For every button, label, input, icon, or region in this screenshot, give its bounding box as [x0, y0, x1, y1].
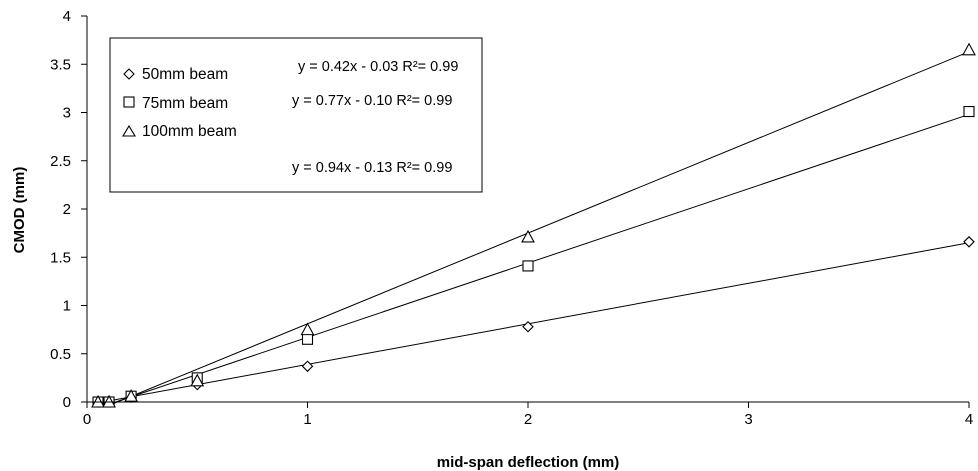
legend-square-marker — [123, 96, 135, 108]
legend-label-75mm: 75mm beam — [142, 95, 228, 112]
point-triangle — [962, 42, 976, 56]
point-square — [301, 333, 314, 345]
legend-label-50mm: 50mm beam — [142, 66, 228, 83]
y-tick-label: 1 — [63, 298, 71, 315]
legend-diamond-marker — [123, 68, 135, 80]
legend-box — [109, 37, 483, 193]
x-tick-label: 4 — [965, 411, 973, 428]
point-diamond — [301, 360, 314, 373]
x-tick-label: 1 — [303, 411, 311, 428]
legend-entry-75mm: 75mm beam y = 0.77x - 0.10 R²= 0.99 — [123, 93, 452, 112]
trendline-square — [108, 113, 970, 405]
trendlines — [108, 51, 970, 406]
point-square — [963, 105, 975, 118]
legend-equation-100mm: y = 0.94x - 0.13 R²= 0.99 — [292, 160, 452, 176]
x-tick-label: 2 — [524, 411, 532, 428]
y-tick-label: 0 — [63, 394, 71, 411]
y-tick-label: 1.5 — [50, 249, 71, 266]
point-diamond — [963, 236, 975, 248]
legend-entry-50mm: 50mm beam y = 0.42x - 0.03 R²= 0.99 — [123, 59, 458, 83]
y-axis-title: CMOD (mm) — [11, 167, 28, 254]
y-tick-label: 0.5 — [50, 346, 71, 363]
point-triangle — [300, 322, 315, 336]
y-tick-label: 2 — [63, 201, 71, 218]
legend-triangle-marker — [122, 124, 136, 137]
point-square — [522, 260, 534, 272]
x-tick-label: 0 — [83, 411, 91, 428]
legend-equation-50mm: y = 0.42x - 0.03 R²= 0.99 — [298, 59, 458, 75]
trendline-diamond — [108, 242, 970, 402]
x-axis-title: mid-span deflection (mm) — [437, 454, 620, 471]
y-tick-label: 3 — [63, 105, 71, 122]
legend-label-100mm: 100mm beam — [142, 123, 237, 140]
axes: 0 1 2 3 4 0 0.5 1 1.5 2 2.5 3 3.5 4 — [50, 8, 973, 428]
trendline-triangle — [108, 51, 970, 406]
point-diamond — [522, 320, 534, 333]
legend-equation-75mm: y = 0.77x - 0.10 R²= 0.99 — [292, 93, 452, 109]
point-triangle — [521, 229, 535, 243]
x-tick-label: 3 — [744, 411, 752, 428]
legend-entry-100mm: 100mm beam y = 0.94x - 0.13 R²= 0.99 — [122, 123, 452, 176]
y-tick-label: 4 — [63, 8, 71, 25]
legend: 50mm beam y = 0.42x - 0.03 R²= 0.99 75mm… — [109, 37, 483, 193]
point-triangle — [124, 389, 139, 402]
point-triangle — [190, 373, 205, 387]
y-tick-label: 3.5 — [50, 56, 71, 73]
y-tick-label: 2.5 — [50, 153, 71, 170]
